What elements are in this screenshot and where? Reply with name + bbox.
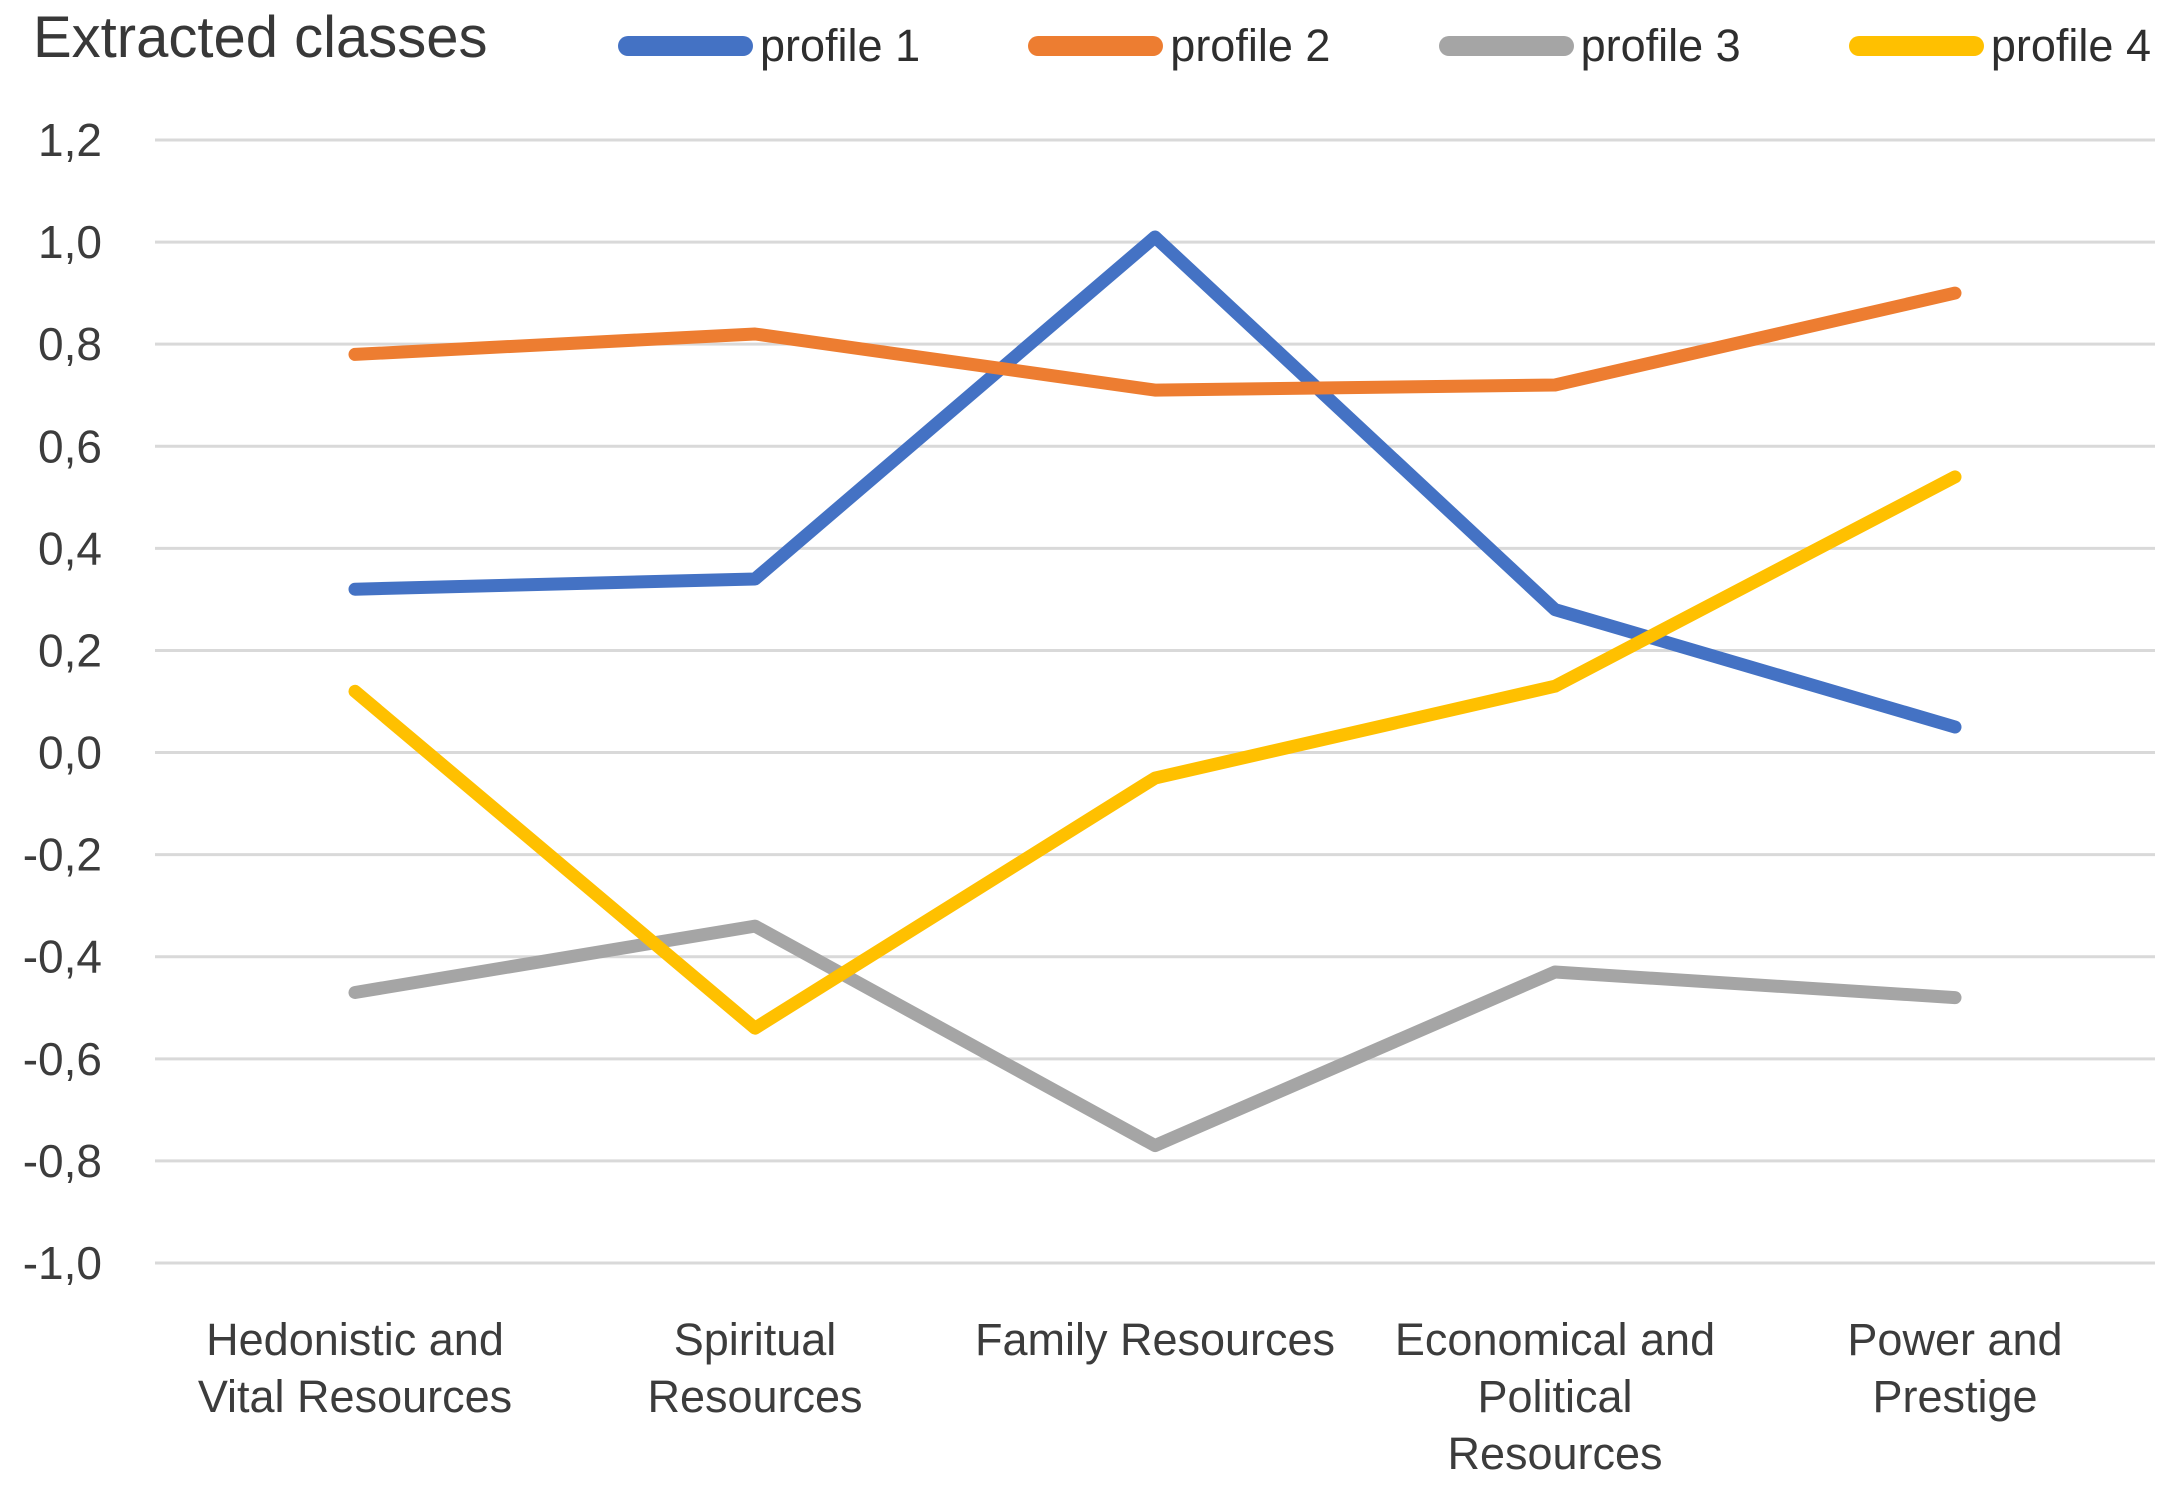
legend-swatch-profile-2 — [1028, 36, 1164, 56]
y-axis-tick-label: 1,2 — [38, 114, 102, 166]
x-axis-category-label: Family Resources — [975, 1314, 1335, 1365]
y-axis-tick-label: -0,4 — [23, 931, 102, 983]
y-axis-tick-label: -0,8 — [23, 1135, 102, 1187]
legend-label: profile 2 — [1170, 20, 1331, 71]
x-axis-category-label-line: Resources — [647, 1371, 862, 1422]
series-line-profile-1 — [348, 230, 1962, 734]
y-axis-tick-label: -0,6 — [23, 1033, 102, 1085]
x-axis-category-label-line: Power and — [1847, 1314, 2062, 1365]
x-axis-category-label-line: Family Resources — [975, 1314, 1335, 1365]
chart-title: Extracted classes — [33, 5, 488, 70]
y-axis-tick-label: 0,8 — [38, 318, 102, 370]
x-axis-category-label-line: Political — [1477, 1371, 1632, 1422]
y-axis-tick-label: 0,0 — [38, 727, 102, 779]
legend-item-profile-1: profile 1 — [618, 20, 920, 72]
series-line-profile-2 — [348, 286, 1962, 397]
y-axis-tick-label: -0,2 — [23, 829, 102, 881]
legend-label: profile 3 — [1580, 20, 1741, 71]
y-axis-tick-label: 1,0 — [38, 216, 102, 268]
legend-item-profile-2: profile 2 — [1028, 20, 1330, 72]
x-axis-category-label-line: Spiritual — [674, 1314, 837, 1365]
legend-label: profile 1 — [760, 20, 921, 71]
x-axis-category-label-line: Hedonistic and — [206, 1314, 504, 1365]
x-axis-category-label: Power and Prestige — [1847, 1314, 2062, 1422]
x-axis-category-label-line: Prestige — [1872, 1371, 2037, 1422]
legend-item-profile-3: profile 3 — [1438, 20, 1741, 72]
y-axis-tick-label: 0,6 — [38, 420, 102, 472]
y-axis-tick-label: 0,2 — [38, 624, 102, 676]
x-axis-category-label-line: Economical and — [1395, 1314, 1715, 1365]
legend-label: profile 4 — [1990, 20, 2151, 71]
legend: profile 1 profile 2 profile 3 profile 4 — [618, 20, 2151, 72]
legend-item-profile-4: profile 4 — [1848, 20, 2151, 72]
x-axis-category-label: Economical and Political Resources — [1395, 1314, 1715, 1479]
x-axis-category-label-line: Resources — [1447, 1428, 1662, 1479]
x-axis-category-label-line: Vital Resources — [198, 1371, 512, 1422]
y-axis-tick-label: -1,0 — [23, 1237, 102, 1289]
x-axis-category-label: Spiritual Resources — [647, 1314, 862, 1422]
y-axis-tick-label: 0,4 — [38, 522, 102, 574]
legend-swatch-profile-1 — [618, 36, 753, 56]
series-line-profile-4 — [348, 470, 1962, 1035]
legend-swatch-profile-4 — [1848, 36, 1984, 56]
series-line-profile-3 — [348, 919, 1962, 1153]
legend-swatch-profile-3 — [1438, 36, 1574, 56]
x-axis-category-label: Hedonistic and Vital Resources — [198, 1314, 512, 1422]
